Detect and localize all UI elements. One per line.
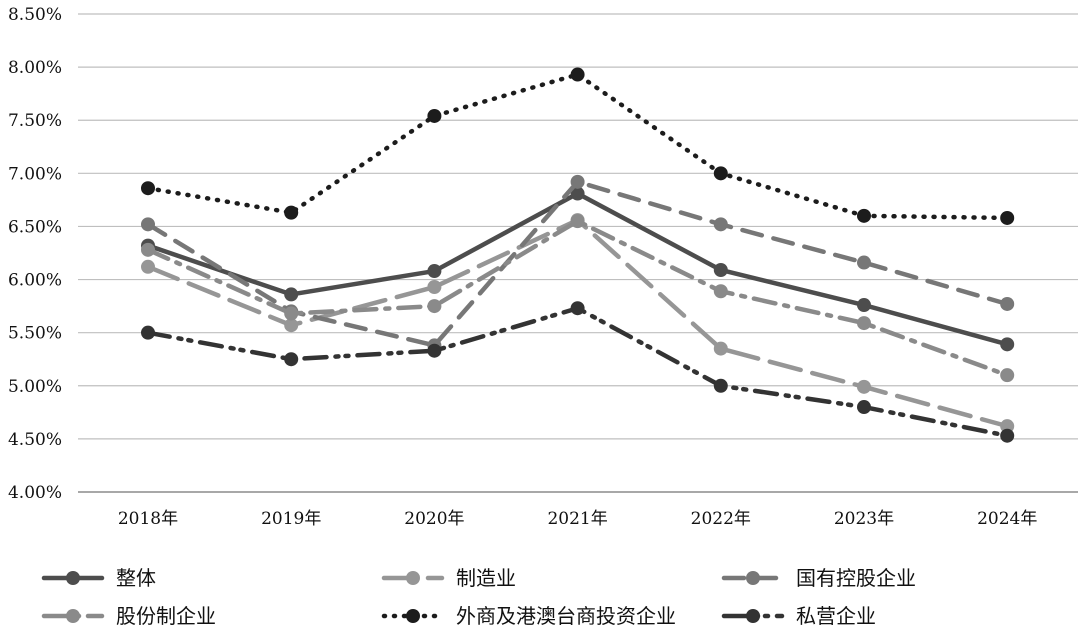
data-point bbox=[713, 217, 728, 232]
data-point bbox=[141, 181, 155, 196]
y-tick-label: 7.00% bbox=[8, 164, 62, 184]
data-point bbox=[427, 264, 442, 279]
data-point bbox=[1000, 428, 1015, 443]
data-point bbox=[570, 301, 585, 316]
data-point bbox=[141, 217, 155, 232]
y-tick-label: 8.00% bbox=[8, 58, 62, 78]
legend-label: 私营企业 bbox=[796, 604, 876, 628]
data-point bbox=[1000, 368, 1015, 383]
legend-swatch-marker bbox=[746, 609, 760, 623]
series-line bbox=[145, 305, 1010, 438]
x-tick-label: 2021年 bbox=[547, 509, 607, 529]
y-axis-tick-labels: 4.00% 4.50% 5.00% 5.50% 6.00% 6.50% 7.00% 7.50%… bbox=[8, 5, 62, 503]
data-point bbox=[427, 108, 442, 123]
legend-item: 国有控股企业 bbox=[721, 566, 916, 590]
data-point bbox=[713, 378, 728, 393]
data-point bbox=[570, 174, 585, 189]
data-point bbox=[857, 316, 871, 331]
data-point bbox=[570, 186, 585, 201]
legend-swatch-marker bbox=[746, 571, 760, 585]
series-1 bbox=[141, 213, 1015, 434]
legend-swatch-marker bbox=[406, 571, 420, 585]
data-point bbox=[284, 306, 299, 321]
data-point bbox=[1000, 337, 1015, 352]
series-4 bbox=[141, 67, 1015, 225]
legend-item: 整体 bbox=[41, 566, 156, 590]
x-tick-label: 2018年 bbox=[118, 509, 178, 529]
series-line bbox=[145, 217, 1010, 429]
data-point bbox=[857, 400, 871, 415]
series-lines bbox=[141, 67, 1015, 443]
legend-swatch-marker bbox=[406, 609, 420, 623]
data-point bbox=[857, 379, 871, 394]
legend-swatch-marker bbox=[66, 609, 80, 623]
y-tick-label: 6.00% bbox=[8, 271, 62, 291]
series-2 bbox=[141, 174, 1015, 353]
legend-item: 制造业 bbox=[381, 566, 516, 590]
x-tick-label: 2020年 bbox=[404, 509, 464, 529]
data-point bbox=[427, 299, 442, 314]
series-5 bbox=[141, 301, 1015, 443]
data-point bbox=[1000, 210, 1015, 225]
legend-swatch-marker bbox=[66, 571, 80, 585]
data-point bbox=[284, 205, 299, 220]
y-tick-label: 7.50% bbox=[8, 111, 62, 131]
data-point bbox=[1000, 296, 1015, 311]
data-point bbox=[284, 287, 299, 302]
y-tick-label: 5.50% bbox=[8, 324, 62, 344]
data-point bbox=[570, 214, 585, 229]
data-point bbox=[141, 259, 155, 274]
x-tick-label: 2019年 bbox=[261, 509, 321, 529]
data-point bbox=[141, 325, 155, 340]
data-point bbox=[857, 208, 871, 223]
x-tick-label: 2022年 bbox=[691, 509, 751, 529]
x-tick-label: 2023年 bbox=[834, 509, 894, 529]
legend-label: 国有控股企业 bbox=[796, 566, 916, 590]
data-point bbox=[284, 318, 299, 333]
data-point bbox=[427, 279, 442, 294]
legend-item: 私营企业 bbox=[721, 604, 876, 628]
y-tick-label: 6.50% bbox=[8, 217, 62, 237]
data-point bbox=[713, 341, 728, 356]
y-tick-label: 4.50% bbox=[8, 430, 62, 450]
x-axis-tick-labels: 2018年 2019年 2020年 2021年 2022年 2023年 2024年 bbox=[118, 509, 1037, 529]
y-tick-label: 5.00% bbox=[8, 377, 62, 397]
legend-item: 股份制企业 bbox=[41, 604, 216, 628]
data-point bbox=[713, 166, 728, 181]
legend-label: 外商及港澳台商投资企业 bbox=[456, 604, 676, 628]
data-point bbox=[713, 284, 728, 299]
x-tick-label: 2024年 bbox=[977, 509, 1037, 529]
legend-label: 整体 bbox=[116, 566, 156, 590]
data-point bbox=[570, 67, 585, 82]
series-3 bbox=[141, 214, 1015, 383]
data-point bbox=[857, 255, 871, 270]
data-point bbox=[284, 352, 299, 367]
series-line bbox=[145, 218, 1010, 378]
legend-label: 股份制企业 bbox=[116, 604, 216, 628]
legend-label: 制造业 bbox=[456, 566, 516, 590]
data-point bbox=[141, 242, 155, 257]
data-point bbox=[857, 298, 871, 313]
data-point bbox=[713, 262, 728, 277]
y-tick-label: 8.50% bbox=[8, 5, 62, 25]
legend-item: 外商及港澳台商投资企业 bbox=[381, 604, 676, 628]
data-point bbox=[427, 343, 442, 358]
y-tick-label: 4.00% bbox=[8, 483, 62, 503]
